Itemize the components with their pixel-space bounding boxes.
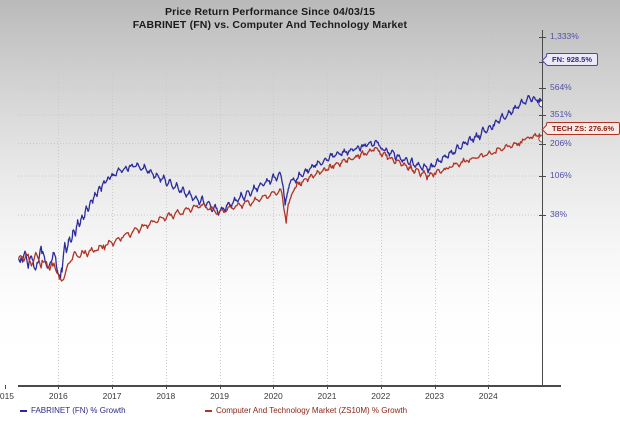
page-title: Price Return Performance Since 04/03/15 — [164, 6, 376, 18]
legend-label-fn: FABRINET (FN) % Growth — [31, 406, 126, 415]
x-tick-label: 2015 — [0, 391, 15, 401]
chart-title-block: Price Return Performance Since 04/03/15 … — [0, 6, 540, 33]
fn-callout-label: FN: 928.5% — [552, 54, 593, 64]
x-axis-tick — [219, 385, 221, 389]
x-axis-ticks: 2015 2016 2017 2018 2019 2020 2021 2022 2023 2024 — [0, 385, 561, 425]
y-tick-mark — [539, 62, 546, 64]
x-tick-label: 2018 — [156, 391, 176, 401]
x-tick-label: 2019 — [210, 391, 229, 401]
x-tick-label: 2023 — [425, 391, 444, 401]
x-tick-label: 2017 — [102, 391, 122, 401]
legend-item-tech: Computer And Technology Market (ZS10M) %… — [205, 406, 407, 415]
x-axis-spine — [18, 385, 561, 387]
y-tick-label: 564% — [550, 81, 572, 92]
x-axis-tick — [380, 385, 382, 389]
y-tick-label: 351% — [550, 108, 572, 119]
x-axis-tick — [273, 385, 275, 389]
y-tick-mark — [539, 214, 546, 216]
x-axis-tick — [165, 385, 167, 389]
chart-canvas — [18, 30, 542, 385]
legend-swatch-fn — [20, 409, 27, 412]
y-tick-mark — [539, 143, 546, 145]
fn-value-callout: FN: 928.5% — [541, 52, 599, 66]
y-tick-label: 1,333% — [550, 31, 579, 42]
gridlines — [18, 30, 542, 385]
y-tick-label: 38% — [550, 208, 568, 219]
y-tick-mark — [539, 37, 546, 39]
y-tick-mark — [539, 114, 546, 116]
legend-label-tech: Computer And Technology Market (ZS10M) %… — [216, 406, 408, 415]
x-axis-tick — [112, 385, 114, 389]
y-tick-label: 106% — [550, 169, 572, 180]
x-axis-tick — [58, 385, 60, 389]
chart-legend: FABRINET (FN) % Growth Computer And Tech… — [0, 406, 620, 424]
series-line — [18, 95, 542, 280]
legend-item-fn: FABRINET (FN) % Growth — [20, 406, 126, 415]
x-tick-label: 2024 — [478, 391, 498, 401]
chart-subtitle: FABRINET (FN) vs. Computer And Technolog… — [132, 19, 408, 32]
x-tick-label: 2022 — [371, 391, 391, 401]
y-tick-mark — [539, 87, 546, 89]
x-tick-label: 2020 — [263, 391, 283, 401]
x-axis-tick — [327, 385, 329, 389]
tech-value-callout: TECH ZS: 276.6% — [541, 122, 620, 135]
legend-swatch-tech — [205, 409, 212, 412]
y-tick-label: 206% — [550, 137, 572, 148]
series-line — [18, 132, 542, 282]
x-tick-label: 2021 — [317, 391, 337, 401]
y-axis: 38%106%206%351%564%878%1,333% — [539, 30, 620, 385]
x-axis-tick — [488, 385, 490, 389]
y-tick-mark — [539, 175, 546, 177]
tech-callout-label: TECH ZS: 276.6% — [552, 124, 615, 133]
y-axis-spine — [542, 30, 543, 385]
series-lines — [18, 95, 542, 282]
x-axis-tick — [4, 385, 6, 389]
x-tick-label: 2016 — [48, 391, 68, 401]
x-axis-tick — [434, 385, 436, 389]
plot-area — [18, 30, 542, 385]
